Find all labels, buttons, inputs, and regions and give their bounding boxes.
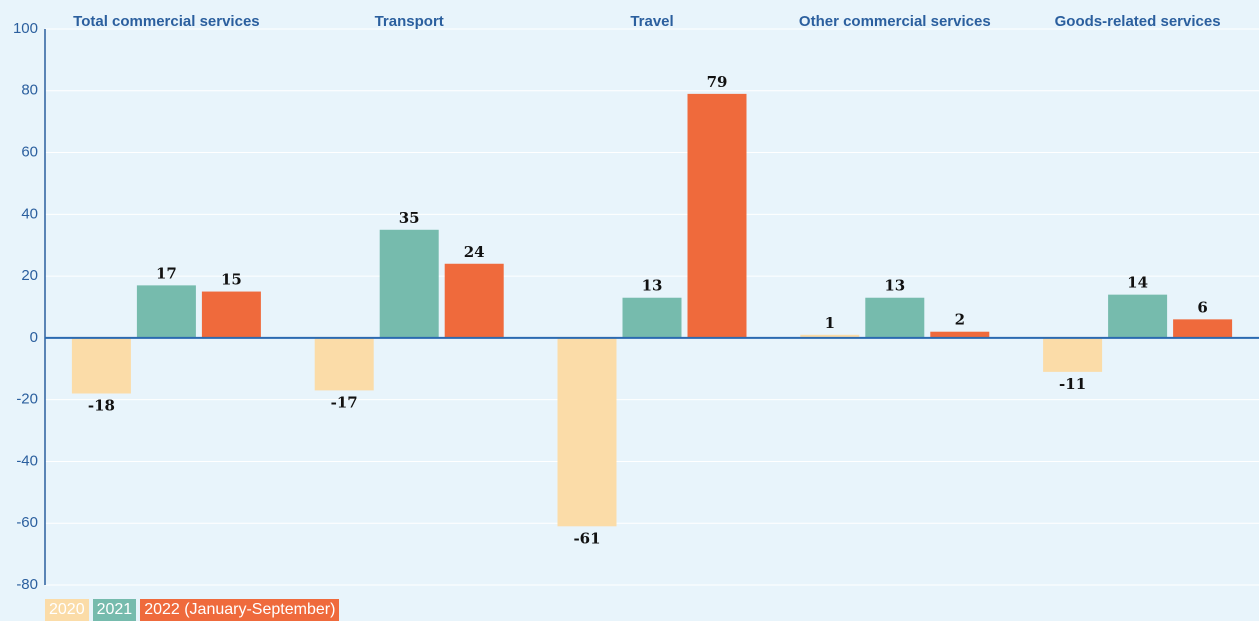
bar xyxy=(1108,294,1168,338)
value-label: 6 xyxy=(1197,298,1207,316)
y-tick-label: -40 xyxy=(16,452,38,469)
value-label: 79 xyxy=(707,73,728,91)
bar xyxy=(444,263,504,338)
y-tick-label: 80 xyxy=(21,82,38,99)
value-label: 15 xyxy=(221,271,242,289)
bar xyxy=(136,285,196,338)
value-label: 2 xyxy=(955,311,965,329)
value-label: 13 xyxy=(884,277,905,295)
y-tick-label: 0 xyxy=(30,329,38,346)
y-tick-label: 100 xyxy=(13,20,38,37)
chart: -80 -60 -40 -20 0 20 40 60 80 100 Total commercial… xyxy=(13,13,1259,593)
category-label: Other commercial services xyxy=(799,13,991,30)
legend: 2020 2021 2022 (January-September) xyxy=(45,599,340,621)
category-label: Total commercial services xyxy=(73,13,260,30)
value-label: -11 xyxy=(1059,375,1086,393)
category-label: Travel xyxy=(630,13,673,30)
bar xyxy=(379,229,439,338)
y-tick-label: 20 xyxy=(21,267,38,284)
value-label: -18 xyxy=(88,396,115,414)
bar xyxy=(622,297,682,338)
value-label: 17 xyxy=(156,264,177,282)
category-label: Goods-related services xyxy=(1055,13,1221,30)
y-tick-label: 60 xyxy=(21,144,38,161)
legend-entry: 2021 xyxy=(92,599,137,621)
legend-entry: 2022 (January-September) xyxy=(140,599,340,621)
y-tick-label: -20 xyxy=(16,391,38,408)
bar xyxy=(1173,319,1233,338)
value-label: -17 xyxy=(331,393,358,411)
y-tick-label: -80 xyxy=(16,576,38,593)
bar xyxy=(930,331,990,338)
bar xyxy=(687,93,747,338)
bar xyxy=(1043,337,1103,372)
y-tick-label: 40 xyxy=(21,205,38,222)
value-label: 14 xyxy=(1127,274,1148,292)
bar xyxy=(800,334,860,338)
bar xyxy=(201,291,261,338)
bar xyxy=(71,337,131,394)
bar xyxy=(865,297,925,338)
value-label: 24 xyxy=(464,243,485,261)
bar xyxy=(557,337,617,527)
value-label: 13 xyxy=(642,277,663,295)
category-label: Transport xyxy=(375,13,444,30)
legend-entry: 2020 xyxy=(45,599,89,621)
y-tick-label: -60 xyxy=(16,514,38,531)
value-label: 35 xyxy=(399,209,420,227)
bar xyxy=(314,337,374,391)
value-label: -61 xyxy=(573,529,600,547)
value-label: 1 xyxy=(825,314,835,332)
